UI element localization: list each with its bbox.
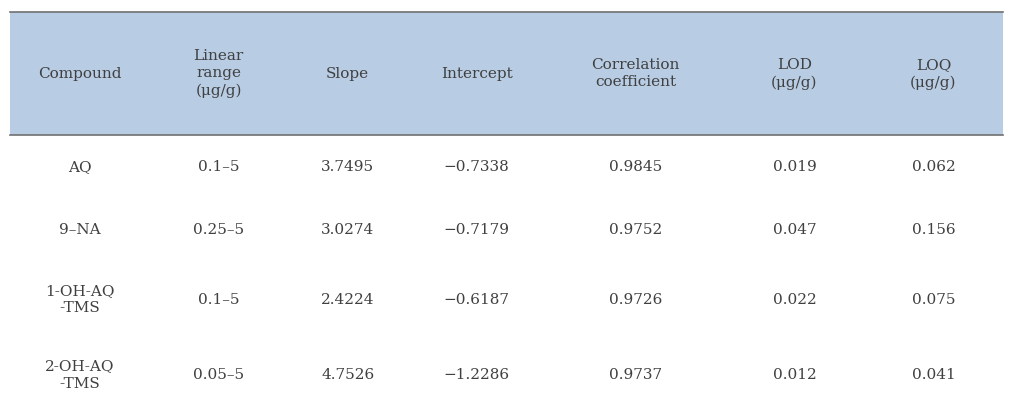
Text: 0.012: 0.012 <box>773 368 816 382</box>
Text: Correlation
coefficient: Correlation coefficient <box>592 58 680 89</box>
Text: Compound: Compound <box>37 67 122 81</box>
Text: 0.156: 0.156 <box>912 223 955 237</box>
Text: 0.9737: 0.9737 <box>609 368 663 382</box>
Text: 3.7495: 3.7495 <box>321 160 374 174</box>
Text: 0.1–5: 0.1–5 <box>198 292 239 307</box>
Text: 2-OH-AQ
-TMS: 2-OH-AQ -TMS <box>45 360 114 391</box>
Text: 0.019: 0.019 <box>773 160 816 174</box>
Text: 0.9845: 0.9845 <box>609 160 663 174</box>
Text: Intercept: Intercept <box>441 67 513 81</box>
Text: 0.9752: 0.9752 <box>609 223 663 237</box>
Text: −1.2286: −1.2286 <box>444 368 510 382</box>
Text: 0.9726: 0.9726 <box>609 292 663 307</box>
Text: LOD
(μg/g): LOD (μg/g) <box>771 58 817 90</box>
Text: 1-OH-AQ
-TMS: 1-OH-AQ -TMS <box>45 284 114 315</box>
Text: 2.4224: 2.4224 <box>321 292 375 307</box>
Text: 9–NA: 9–NA <box>59 223 100 237</box>
Text: 0.062: 0.062 <box>912 160 955 174</box>
Text: 0.047: 0.047 <box>773 223 816 237</box>
Text: −0.7338: −0.7338 <box>444 160 510 174</box>
Text: Slope: Slope <box>326 67 369 81</box>
Text: 0.022: 0.022 <box>773 292 816 307</box>
Text: 0.075: 0.075 <box>912 292 955 307</box>
Text: LOQ
(μg/g): LOQ (μg/g) <box>910 58 956 90</box>
Text: 0.1–5: 0.1–5 <box>198 160 239 174</box>
Text: 0.25–5: 0.25–5 <box>193 223 244 237</box>
Text: AQ: AQ <box>68 160 91 174</box>
Text: 0.041: 0.041 <box>912 368 955 382</box>
Text: −0.6187: −0.6187 <box>444 292 510 307</box>
Text: 3.0274: 3.0274 <box>321 223 374 237</box>
Text: 0.05–5: 0.05–5 <box>193 368 244 382</box>
Text: 4.7526: 4.7526 <box>321 368 374 382</box>
Text: −0.7179: −0.7179 <box>444 223 510 237</box>
Text: Linear
range
(μg/g): Linear range (μg/g) <box>193 49 244 98</box>
